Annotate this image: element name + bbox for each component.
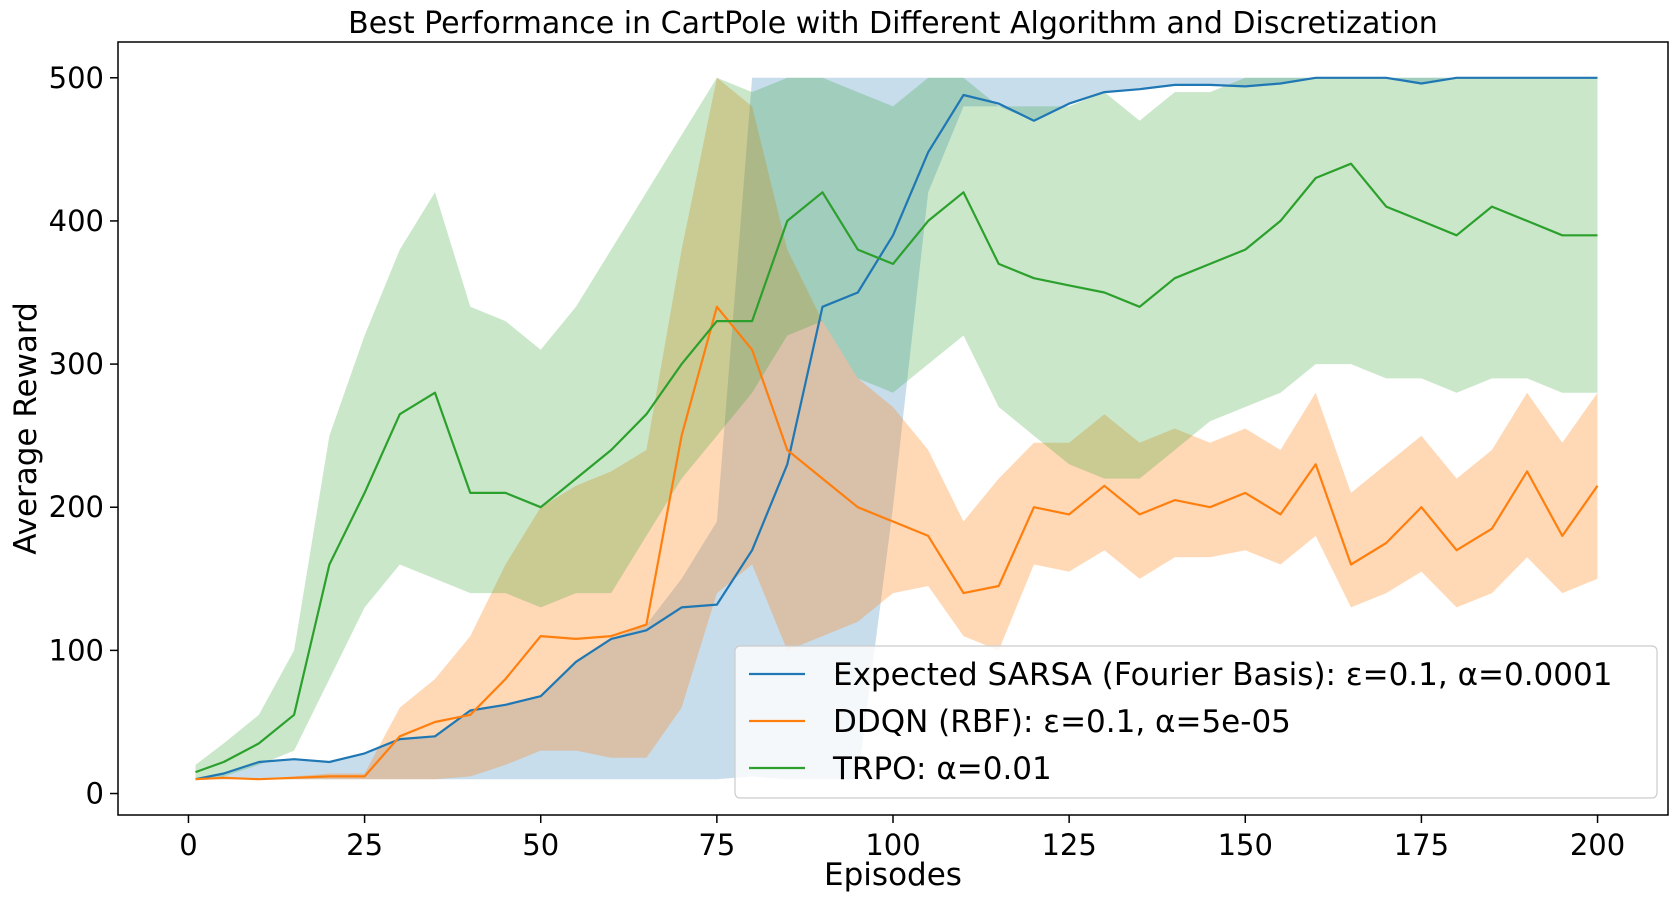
x-axis-title: Episodes xyxy=(824,857,962,893)
y-tick-label: 100 xyxy=(49,633,104,667)
x-tick-label: 100 xyxy=(865,828,920,862)
legend-label: TRPO: α=0.01 xyxy=(832,751,1052,787)
x-tick-label: 125 xyxy=(1041,828,1096,862)
x-axis-ticks: 0 25 50 75 100 125 150 175 200 xyxy=(179,815,1625,862)
y-axis-title: Average Reward xyxy=(8,302,44,555)
y-tick-label: 200 xyxy=(49,490,104,524)
x-tick-label: 150 xyxy=(1218,828,1273,862)
x-tick-label: 50 xyxy=(522,828,559,862)
legend-label: DDQN (RBF): ε=0.1, α=5e-05 xyxy=(833,704,1291,740)
chart-title: Best Performance in CartPole with Differ… xyxy=(348,6,1438,41)
legend-box xyxy=(734,645,1658,799)
band-series-2 xyxy=(195,77,1598,780)
band-series-3 xyxy=(195,77,1598,780)
y-tick-label: 500 xyxy=(49,61,104,95)
x-tick-label: 25 xyxy=(346,828,383,862)
series-lines xyxy=(195,76,1599,781)
x-tick-label: 175 xyxy=(1394,828,1449,862)
band-series-1 xyxy=(195,77,1598,780)
legend-label: Expected SARSA (Fourier Basis): ε=0.1, α… xyxy=(833,657,1612,693)
x-tick-label: 200 xyxy=(1570,828,1625,862)
series-bands xyxy=(195,77,1598,780)
y-tick-label: 400 xyxy=(49,204,104,238)
y-axis-ticks: 0 100 200 300 400 500 xyxy=(49,61,118,811)
x-tick-label: 75 xyxy=(698,828,735,862)
y-tick-label: 0 xyxy=(86,777,104,811)
y-tick-label: 300 xyxy=(49,347,104,381)
legend: Expected SARSA (Fourier Basis): ε=0.1, α… xyxy=(734,645,1658,799)
x-tick-label: 0 xyxy=(179,828,197,862)
